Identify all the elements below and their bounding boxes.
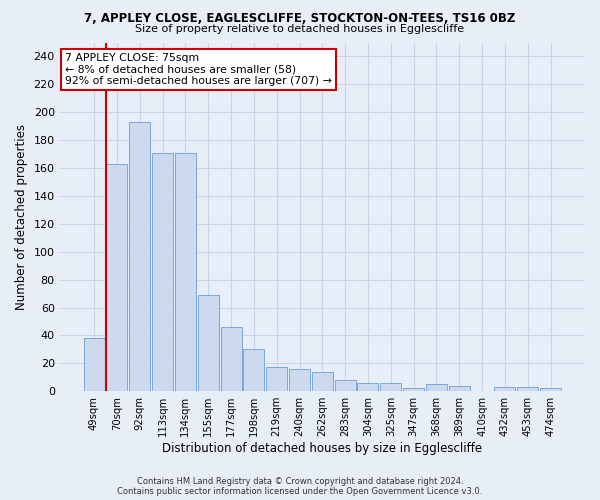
Bar bbox=[449, 386, 470, 391]
Bar bbox=[83, 338, 104, 391]
Y-axis label: Number of detached properties: Number of detached properties bbox=[15, 124, 28, 310]
Text: 7 APPLEY CLOSE: 75sqm
← 8% of detached houses are smaller (58)
92% of semi-detac: 7 APPLEY CLOSE: 75sqm ← 8% of detached h… bbox=[65, 53, 332, 86]
Bar bbox=[106, 164, 127, 391]
Bar bbox=[335, 380, 356, 391]
Bar bbox=[403, 388, 424, 391]
Bar bbox=[540, 388, 561, 391]
Bar bbox=[244, 350, 265, 391]
Bar bbox=[494, 387, 515, 391]
Bar bbox=[175, 152, 196, 391]
Bar bbox=[197, 295, 218, 391]
Bar bbox=[129, 122, 150, 391]
Bar bbox=[266, 368, 287, 391]
Bar bbox=[517, 387, 538, 391]
Bar bbox=[152, 152, 173, 391]
Text: Size of property relative to detached houses in Egglescliffe: Size of property relative to detached ho… bbox=[136, 24, 464, 34]
Bar bbox=[312, 372, 333, 391]
Bar bbox=[380, 383, 401, 391]
Bar bbox=[289, 369, 310, 391]
Text: Contains HM Land Registry data © Crown copyright and database right 2024.
Contai: Contains HM Land Registry data © Crown c… bbox=[118, 476, 482, 496]
Bar bbox=[358, 383, 379, 391]
Text: 7, APPLEY CLOSE, EAGLESCLIFFE, STOCKTON-ON-TEES, TS16 0BZ: 7, APPLEY CLOSE, EAGLESCLIFFE, STOCKTON-… bbox=[85, 12, 515, 26]
Bar bbox=[221, 327, 242, 391]
Bar bbox=[426, 384, 447, 391]
X-axis label: Distribution of detached houses by size in Egglescliffe: Distribution of detached houses by size … bbox=[162, 442, 482, 455]
